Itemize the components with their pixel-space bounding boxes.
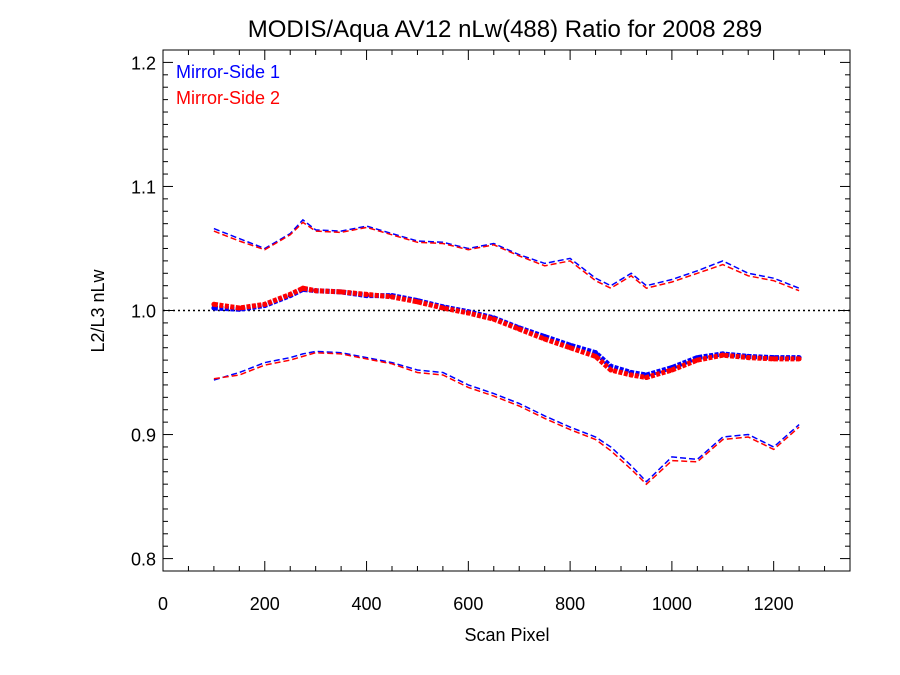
x-tick-label: 800	[555, 594, 585, 614]
x-tick-label: 200	[250, 594, 280, 614]
mirror-side-2-mean-point	[338, 289, 344, 295]
mirror-side-2-mean-point	[287, 291, 293, 297]
mirror-side-2-mean-point	[414, 299, 420, 305]
mirror-side-2-mean-point	[593, 353, 599, 359]
mirror-side-1-lower-line	[213, 350, 800, 483]
mirror-side-2-mean-point	[465, 310, 471, 316]
mirror-side-2-mean-point	[669, 367, 675, 373]
y-axis-label: L2/L3 nLw	[88, 268, 108, 352]
y-tick-label: 0.9	[131, 426, 156, 446]
mirror-side-2-upper-line	[213, 221, 800, 292]
mirror-side-2-mean-point	[643, 374, 649, 380]
y-tick-label: 1.1	[131, 177, 156, 197]
mirror-side-2-mean-point	[491, 316, 497, 322]
mirror-side-2-mean-line	[213, 285, 800, 380]
x-tick-label: 400	[352, 594, 382, 614]
mirror-side-1-mean-line	[213, 286, 800, 378]
mirror-side-2-mean-point	[236, 305, 242, 311]
legend: Mirror-Side 1 Mirror-Side 2	[176, 62, 280, 108]
x-axis-label: Scan Pixel	[464, 625, 549, 645]
mirror-side-2-mean-point	[300, 285, 306, 291]
mirror-side-2-mean-point	[771, 356, 777, 362]
x-axis: 0 200 400 600 800 1000 1200	[158, 50, 826, 614]
mirror-side-2-mean-point	[440, 305, 446, 311]
legend-mirror-side-1: Mirror-Side 1	[176, 62, 280, 82]
mirror-side-2-mean-point	[567, 345, 573, 351]
y-tick-label: 1.2	[131, 53, 156, 73]
y-axis: 0.8 0.9 1.0 1.1 1.2	[131, 53, 850, 570]
mirror-side-2-mean-point	[516, 326, 522, 332]
mirror-side-2-mean-point	[262, 301, 268, 307]
y-tick-label: 0.8	[131, 550, 156, 570]
mirror-side-2-mean-point	[720, 352, 726, 358]
series-layer	[211, 218, 802, 486]
mirror-side-2-lower-line	[213, 351, 800, 486]
mirror-side-2-mean-point	[542, 336, 548, 342]
plot-frame	[162, 49, 851, 572]
mirror-side-2-mean-point	[389, 294, 395, 300]
mirror-side-2-mean-point	[211, 301, 217, 307]
legend-mirror-side-2: Mirror-Side 2	[176, 88, 280, 108]
mirror-side-2-mean-point	[694, 357, 700, 363]
mirror-side-2-mean-point	[608, 367, 614, 373]
x-tick-label: 0	[158, 594, 168, 614]
x-tick-label: 600	[453, 594, 483, 614]
x-tick-label: 1200	[754, 594, 794, 614]
mirror-side-2-mean-point	[745, 355, 751, 361]
mirror-side-1-upper-line	[213, 218, 800, 289]
mirror-side-2-mean-point	[313, 288, 319, 294]
x-tick-label: 1000	[652, 594, 692, 614]
mirror-side-2-mean-point	[364, 291, 370, 297]
mirror-side-2-mean-point	[628, 372, 634, 378]
y-tick-label: 1.0	[131, 302, 156, 322]
chart-title: MODIS/Aqua AV12 nLw(488) Ratio for 2008 …	[248, 16, 763, 43]
mirror-side-2-mean-point	[796, 356, 802, 362]
